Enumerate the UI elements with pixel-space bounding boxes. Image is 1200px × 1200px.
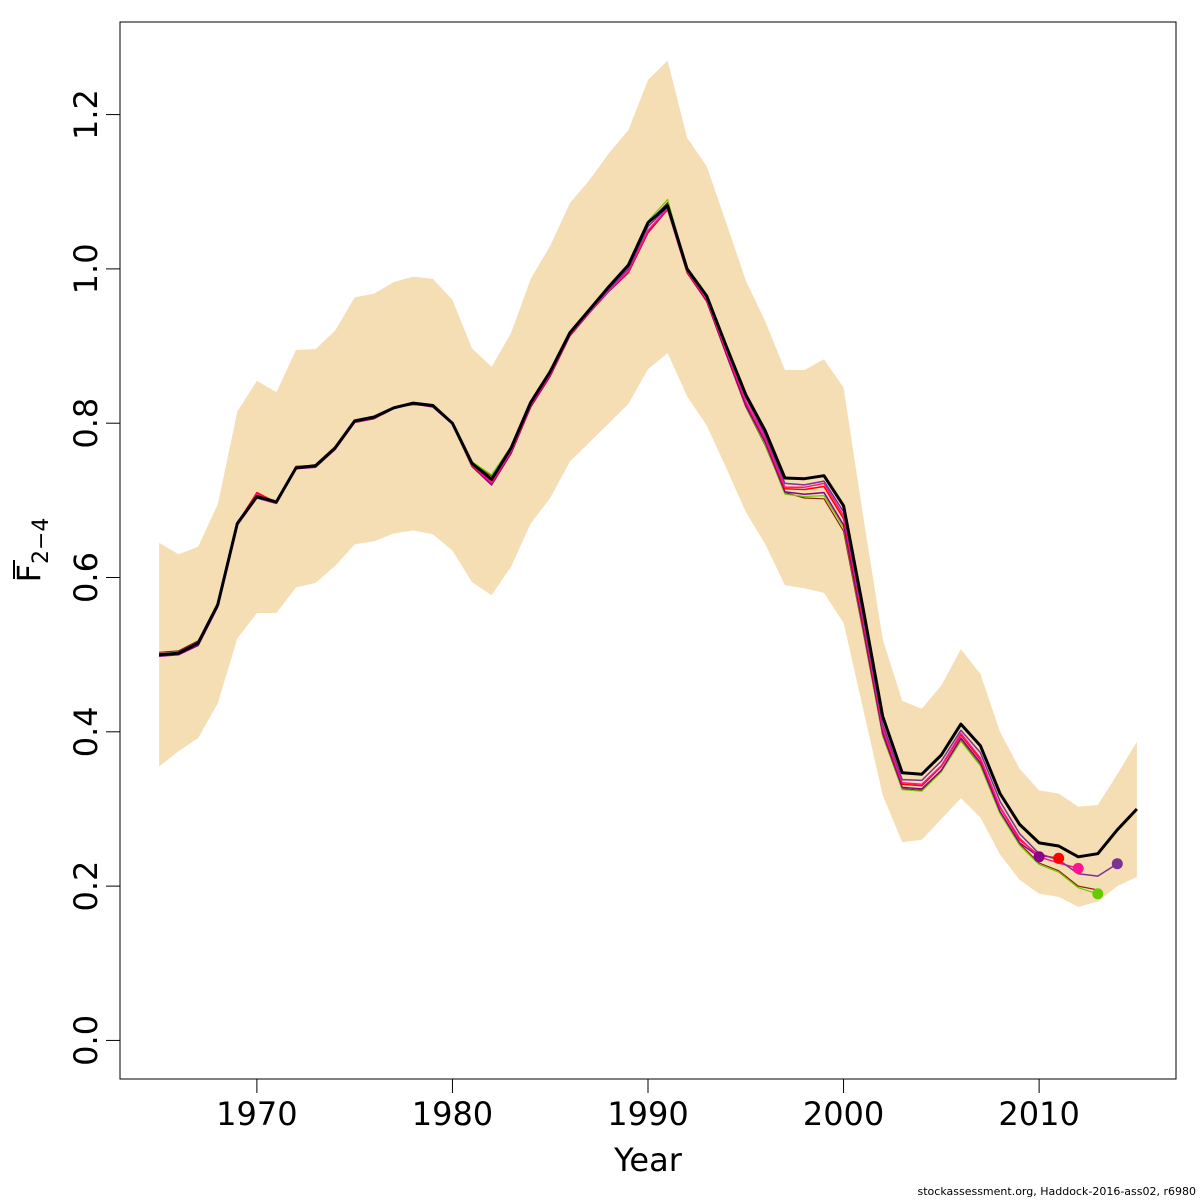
series-line-0 xyxy=(158,204,1138,859)
x-tick-label: 2000 xyxy=(803,1095,884,1133)
end-point-layer xyxy=(1033,851,1123,900)
y-axis-title-subscript: 2−4 xyxy=(29,518,54,564)
series-end-point-5 xyxy=(1092,888,1104,900)
y-tick-label: 0.0 xyxy=(67,1015,105,1066)
y-tick-label: 1.2 xyxy=(67,89,105,140)
series-end-point-4 xyxy=(1033,851,1045,863)
x-tick-label: 1970 xyxy=(216,1095,297,1133)
y-axis-title-main: F xyxy=(10,564,48,582)
confidence-band xyxy=(159,60,1137,907)
x-tick-label: 2010 xyxy=(998,1095,1079,1133)
confidence-band-layer xyxy=(159,60,1137,907)
y-tick-label: 0.4 xyxy=(67,706,105,757)
series-end-point-3 xyxy=(1053,852,1065,864)
series-end-point-1 xyxy=(1111,858,1123,870)
x-axis: 1970 1980 1990 2000 2010 xyxy=(216,1078,1080,1133)
y-tick-label: 0.8 xyxy=(67,398,105,449)
y-axis-title: F2−4 xyxy=(10,518,54,583)
y-tick-label: 1.0 xyxy=(67,243,105,294)
svg-text:F2−4: F2−4 xyxy=(10,518,54,583)
series-layer xyxy=(158,198,1138,895)
x-tick-label: 1990 xyxy=(607,1095,688,1133)
series-end-point-2 xyxy=(1072,862,1084,874)
y-tick-label: 0.2 xyxy=(67,861,105,912)
x-axis-title: Year xyxy=(613,1141,683,1179)
credit-text: stockassessment.org, Haddock-2016-ass02,… xyxy=(917,1185,1197,1198)
y-tick-label: 0.6 xyxy=(67,552,105,603)
x-tick-label: 1980 xyxy=(412,1095,493,1133)
y-axis: 0.0 0.2 0.4 0.6 0.8 1.0 1.2 xyxy=(67,89,121,1066)
